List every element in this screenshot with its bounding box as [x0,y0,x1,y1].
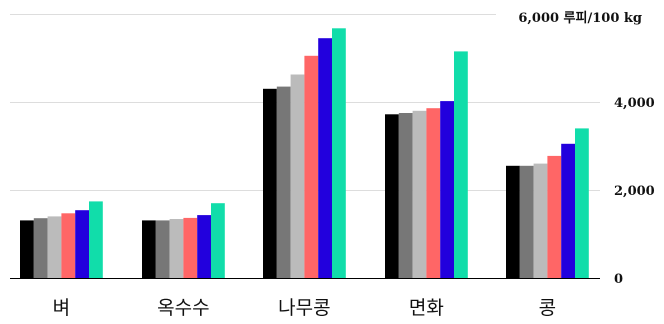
bar [426,108,441,278]
category-label: 면화 [409,297,444,319]
y-tick-label: 4,000 [614,96,655,111]
bar [318,38,332,279]
y-axis-ticks: 0 2,000 4,000 [614,96,655,287]
bar-group [142,203,225,278]
bar [89,201,103,278]
bar [211,203,225,278]
bar [61,213,76,278]
bar [533,163,548,278]
bars [20,28,589,279]
bar-group [506,128,589,278]
bar-group [20,201,103,278]
bar [454,51,468,279]
bar [332,28,346,278]
category-labels: 벼 옥수수 나무콩 면화 콩 [53,297,556,319]
bar [263,88,277,278]
category-label: 옥수수 [157,297,209,319]
bar [142,220,156,278]
bar [183,217,198,278]
category-label: 나무콩 [278,297,330,319]
category-label: 콩 [539,297,556,319]
bar [155,220,170,278]
bar [547,155,562,278]
category-label: 벼 [53,297,70,319]
bar [561,143,575,278]
y-tick-label: 2,000 [614,184,655,199]
bar [440,101,454,278]
unit-label: 6,000 루피/100 kg [518,11,642,26]
bar [197,215,211,278]
bar-group [263,28,346,279]
bar [276,86,291,278]
bar [398,113,413,278]
bar [75,210,89,278]
bar [169,219,184,278]
bar [519,165,534,278]
bar [412,110,427,278]
bar [385,114,399,278]
y-tick-label: 0 [614,272,623,287]
bar [47,216,62,278]
bar [506,165,520,278]
bar-group [385,51,468,279]
bar [33,218,48,278]
bar [304,55,319,278]
bar [290,74,305,278]
bar [575,128,589,278]
bar [20,220,34,278]
